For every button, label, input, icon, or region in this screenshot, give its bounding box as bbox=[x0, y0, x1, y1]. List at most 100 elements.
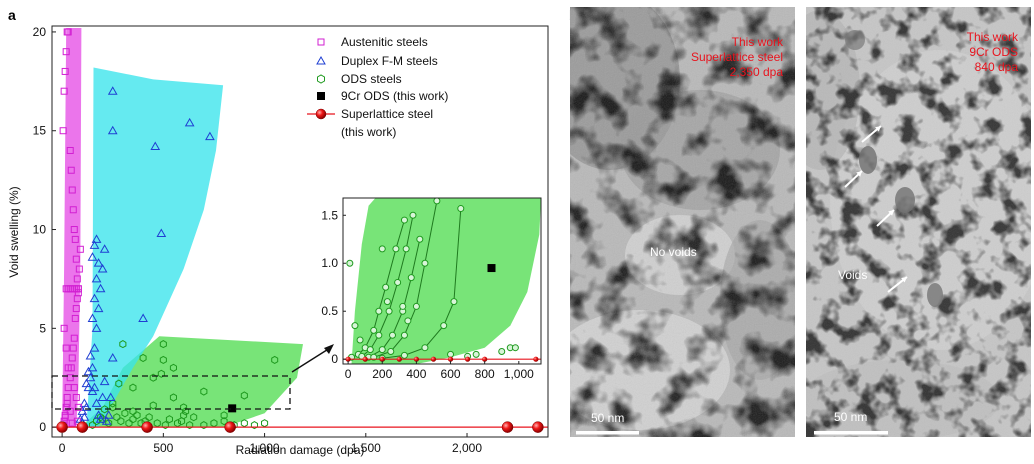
duplex-point bbox=[95, 414, 106, 423]
legend-marker-austenitic bbox=[317, 38, 325, 46]
void-arrowhead bbox=[856, 171, 862, 177]
inset-ods-point bbox=[412, 302, 420, 310]
austenitic-point bbox=[62, 344, 70, 352]
nine-cr-ods-point bbox=[228, 404, 237, 413]
legend: Austenitic steels Duplex F-M steels ODS st… bbox=[307, 35, 448, 139]
ods-point bbox=[149, 401, 157, 410]
ods-point bbox=[220, 417, 228, 426]
micrograph-c-label: Voids bbox=[838, 268, 867, 282]
austenitic-point bbox=[72, 393, 80, 401]
inset-ods-point bbox=[351, 322, 359, 330]
austenitic-point bbox=[72, 305, 80, 313]
inset-x-tick-label: 1,000 bbox=[504, 367, 534, 381]
legend-label: Austenitic steels bbox=[341, 35, 428, 49]
ods-point bbox=[157, 369, 165, 378]
panel-letter-a: a bbox=[8, 7, 16, 23]
ods-point bbox=[240, 391, 248, 400]
inset-ods-point bbox=[498, 348, 506, 356]
scale-label-b: 50 nm bbox=[591, 411, 624, 425]
inset-x-tick-label: 600 bbox=[441, 367, 461, 381]
austenitic-point bbox=[75, 265, 83, 273]
duplex-point bbox=[99, 244, 110, 253]
austenitic-point bbox=[64, 28, 72, 36]
inset-ods-point bbox=[375, 331, 383, 339]
superlattice-point bbox=[501, 421, 514, 433]
inset-ods-point bbox=[440, 322, 448, 330]
inset-x-tick-label: 800 bbox=[475, 367, 495, 381]
shaded-bands bbox=[62, 28, 303, 428]
main-y-ticks: 0 5 10 15 20 bbox=[33, 25, 56, 434]
inset-ods-point bbox=[383, 298, 391, 306]
inset-superlattice-point bbox=[345, 356, 351, 362]
inset-ods-point bbox=[472, 350, 480, 358]
ods-point bbox=[113, 413, 121, 422]
inset-ods-point bbox=[366, 346, 374, 354]
ods-point bbox=[190, 413, 198, 422]
legend-marker-duplex bbox=[316, 55, 326, 65]
inset-ods-point bbox=[511, 344, 519, 352]
scale-bar-c bbox=[814, 431, 888, 435]
austenitic-point bbox=[73, 275, 81, 283]
inset-x-ticks: 0 200 400 600 800 1,000 bbox=[345, 361, 534, 381]
inset-ods-point bbox=[433, 198, 441, 205]
inset-ods-trend-line bbox=[382, 208, 462, 359]
inset-ods-point bbox=[402, 245, 410, 253]
inset-ods-point bbox=[375, 307, 383, 315]
ods-point bbox=[115, 379, 123, 388]
ods-point bbox=[261, 419, 269, 428]
duplex-point bbox=[97, 392, 108, 401]
superlattice-point bbox=[141, 421, 153, 433]
duplex-point bbox=[85, 350, 96, 360]
micrograph-b-caption-line3: 2,350 dpa bbox=[730, 65, 784, 79]
inset-y-tick-label: 1.5 bbox=[321, 208, 338, 222]
y-tick-label: 20 bbox=[33, 25, 47, 39]
x-tick-label: 1,500 bbox=[351, 441, 381, 455]
duplex-point bbox=[81, 378, 92, 388]
main-plot: 0 500 1,000 1,500 2,000 0 5 10 15 20 Radiation d… bbox=[7, 25, 549, 457]
duplex-point bbox=[97, 264, 108, 273]
ods-point bbox=[109, 399, 117, 408]
ods-point bbox=[159, 340, 167, 349]
inset-ods-point bbox=[346, 259, 354, 267]
duplex-point bbox=[87, 313, 98, 322]
superlattice-point bbox=[224, 421, 236, 433]
austenitic-point bbox=[68, 186, 76, 194]
duplex-point bbox=[89, 293, 100, 303]
inset-x-tick-label: 200 bbox=[372, 367, 392, 381]
austenitic-point bbox=[66, 407, 74, 415]
duplex-point bbox=[91, 234, 102, 243]
micrograph-b-caption-line2: Superlattice steel bbox=[691, 50, 783, 64]
austenitic-point bbox=[68, 354, 76, 362]
void-arrowhead bbox=[901, 277, 907, 283]
duplex-point bbox=[79, 412, 90, 421]
ods-point bbox=[159, 355, 167, 364]
legend-marker-nine-cr bbox=[317, 92, 325, 100]
duplex-band bbox=[86, 67, 224, 428]
inset-ods-point bbox=[404, 317, 412, 325]
inset-nine-cr-point bbox=[487, 264, 496, 273]
duplex-point bbox=[83, 366, 94, 376]
inset-ods-point bbox=[394, 278, 402, 286]
main-data-points bbox=[52, 28, 548, 433]
duplex-point bbox=[93, 303, 104, 313]
ods-point bbox=[180, 403, 188, 412]
ods-point bbox=[169, 363, 177, 372]
austenitic-point bbox=[67, 166, 75, 174]
austenitic-point bbox=[63, 399, 71, 407]
duplex-point bbox=[107, 352, 118, 362]
zoom-arrow bbox=[291, 347, 331, 373]
duplex-point bbox=[79, 398, 90, 407]
inset-superlattice-point bbox=[362, 356, 368, 362]
austenitic-point bbox=[66, 374, 74, 382]
duplex-point bbox=[103, 410, 114, 419]
inset-ods-point bbox=[400, 351, 408, 359]
main-plot-frame bbox=[51, 25, 549, 438]
inset-frame bbox=[342, 197, 542, 365]
duplex-point bbox=[105, 392, 116, 401]
inset-ods-point bbox=[421, 259, 429, 267]
duplex-point bbox=[107, 125, 118, 135]
austenitic-point bbox=[71, 235, 79, 243]
ods-point bbox=[117, 417, 125, 426]
inset-ods-point bbox=[450, 298, 458, 306]
superlattice-point bbox=[76, 421, 89, 433]
